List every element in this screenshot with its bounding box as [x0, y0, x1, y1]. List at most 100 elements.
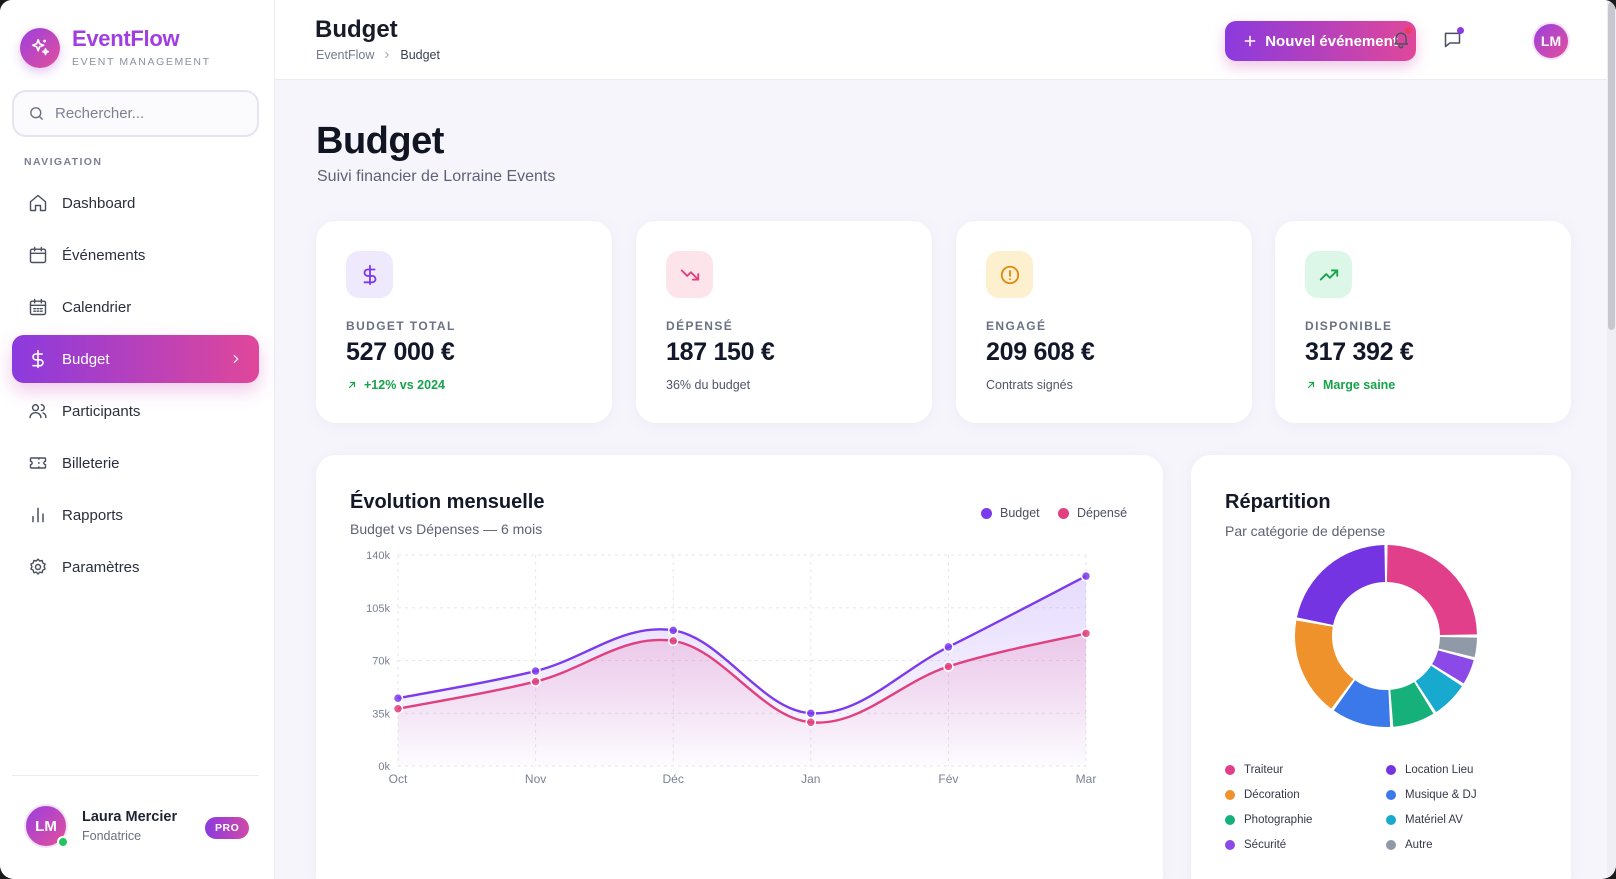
legend-swatch: [1386, 765, 1396, 775]
donut-slice[interactable]: [1295, 620, 1354, 709]
x-tick-label: Oct: [389, 772, 408, 786]
sidebar-divider: [12, 775, 259, 776]
data-point[interactable]: [530, 665, 541, 677]
legend-label: Dépensé: [1077, 506, 1128, 520]
scrollbar-thumb[interactable]: [1608, 2, 1615, 330]
legend-label: Traiteur: [1244, 764, 1284, 776]
brand-tagline: EVENT MANAGEMENT: [72, 56, 211, 68]
sidebar-item-dashboard[interactable]: Dashboard: [12, 179, 259, 227]
data-point[interactable]: [1080, 570, 1092, 582]
sidebar-item-evenements[interactable]: Événements: [12, 231, 259, 279]
data-point[interactable]: [667, 635, 679, 647]
chart-subtitle: Budget vs Dépenses — 6 mois: [350, 521, 543, 537]
legend-item[interactable]: Traiteur: [1225, 764, 1386, 776]
sidebar-item-label: Participants: [62, 402, 141, 420]
pro-badge: PRO: [205, 817, 250, 839]
sidebar-item-label: Calendrier: [62, 298, 132, 316]
search-box[interactable]: [12, 90, 259, 137]
sidebar-item-label: Rapports: [62, 506, 123, 524]
legend-swatch: [1386, 815, 1396, 825]
online-status-dot: [57, 836, 69, 848]
data-point[interactable]: [943, 661, 954, 672]
stat-label: BUDGET TOTAL: [346, 319, 456, 333]
messages-button[interactable]: [1437, 24, 1467, 54]
alert-circle-icon: [986, 251, 1033, 298]
line-chart: 0k 35k 70k 105k 140k Oct Nov Déc Jan Fév Mar: [366, 550, 1096, 786]
stat-value: 209 608 €: [986, 338, 1095, 366]
sidebar-item-participants[interactable]: Participants: [12, 387, 259, 435]
user-name: Laura Mercier: [82, 809, 178, 825]
scrollbar-track[interactable]: [1607, 0, 1616, 879]
donut-slice[interactable]: [1386, 545, 1477, 636]
donut-slice[interactable]: [1296, 545, 1386, 625]
legend-swatch: [1225, 765, 1235, 775]
ticket-icon: [29, 457, 47, 469]
series-area-1: [398, 633, 1086, 766]
legend-swatch: [1386, 840, 1396, 850]
legend-item[interactable]: Matériel AV: [1386, 814, 1546, 826]
breadcrumb-item[interactable]: EventFlow: [316, 48, 375, 62]
legend-item[interactable]: Location Lieu: [1386, 764, 1546, 776]
user-profile[interactable]: LM Laura Mercier Fondatrice: [24, 804, 177, 848]
legend-item[interactable]: Sécurité: [1225, 839, 1386, 851]
brand[interactable]: EventFlow EVENT MANAGEMENT: [20, 28, 211, 68]
legend-item[interactable]: Décoration: [1225, 789, 1386, 801]
legend-item[interactable]: Autre: [1386, 839, 1546, 851]
data-point[interactable]: [1080, 628, 1092, 639]
donut-chart: [1295, 545, 1477, 727]
monthly-evolution-card: Évolution mensuelle Budget vs Dépenses —…: [316, 455, 1163, 879]
legend-item-budget[interactable]: Budget: [981, 506, 1040, 520]
data-point[interactable]: [392, 692, 404, 704]
new-event-button[interactable]: Nouvel événement: [1225, 21, 1416, 61]
stat-card-budget-total: BUDGET TOTAL 527 000 € +12% vs 2024: [316, 221, 612, 423]
data-point[interactable]: [943, 641, 954, 653]
legend-swatch: [1225, 840, 1235, 850]
breadcrumb-current: Budget: [400, 48, 440, 62]
sidebar-item-label: Paramètres: [62, 558, 140, 576]
sidebar-item-parametres[interactable]: Paramètres: [12, 543, 259, 591]
stat-trend-text: Marge saine: [1323, 378, 1396, 392]
sidebar-item-budget[interactable]: Budget: [12, 335, 259, 383]
donut-slice[interactable]: [1415, 665, 1462, 712]
sidebar-item-rapports[interactable]: Rapports: [12, 491, 259, 539]
message-icon: [1444, 32, 1460, 47]
stat-card-disponible: DISPONIBLE 317 392 € Marge saine: [1275, 221, 1571, 423]
legend-label: Sécurité: [1244, 839, 1287, 851]
donut-legend: Traiteur Location Lieu Décoration Musique &…: [1225, 764, 1545, 851]
chart-title: Évolution mensuelle: [350, 491, 545, 513]
notifications-button[interactable]: [1386, 24, 1416, 54]
data-point[interactable]: [667, 625, 679, 636]
trending-down-icon: [666, 251, 713, 298]
donut-slice[interactable]: [1432, 650, 1474, 684]
data-point[interactable]: [805, 708, 817, 719]
donut-slice[interactable]: [1333, 680, 1391, 727]
data-point[interactable]: [392, 703, 404, 714]
legend-swatch: [1225, 790, 1235, 800]
legend-label: Location Lieu: [1405, 764, 1474, 776]
data-point[interactable]: [530, 676, 541, 687]
stat-trend: +12% vs 2024: [346, 378, 445, 392]
x-tick-label: Nov: [525, 772, 546, 786]
legend-item[interactable]: Musique & DJ: [1386, 789, 1546, 801]
data-point[interactable]: [805, 717, 817, 728]
donut-slice[interactable]: [1390, 682, 1434, 727]
sparkles-icon: [20, 28, 60, 68]
sidebar-item-calendrier[interactable]: Calendrier: [12, 283, 259, 331]
sidebar: EventFlow EVENT MANAGEMENT NAVIGATION Da…: [0, 0, 275, 879]
legend-swatch: [1058, 507, 1069, 519]
search-icon: [30, 107, 43, 120]
x-tick-label: Déc: [663, 772, 684, 786]
legend-item-depense[interactable]: Dépensé: [1058, 506, 1127, 520]
page-title: Budget: [316, 120, 444, 162]
search-input[interactable]: [55, 105, 245, 122]
avatar[interactable]: LM: [1532, 22, 1570, 60]
legend-label: Autre: [1405, 839, 1433, 851]
legend-item[interactable]: Photographie: [1225, 814, 1386, 826]
y-tick-label: 35k: [372, 708, 390, 720]
message-badge: [1457, 27, 1464, 34]
chart-subtitle: Par catégorie de dépense: [1225, 523, 1386, 539]
trending-up-icon: [1305, 251, 1352, 298]
sidebar-item-billeterie[interactable]: Billeterie: [12, 439, 259, 487]
donut-slice[interactable]: [1438, 636, 1477, 658]
